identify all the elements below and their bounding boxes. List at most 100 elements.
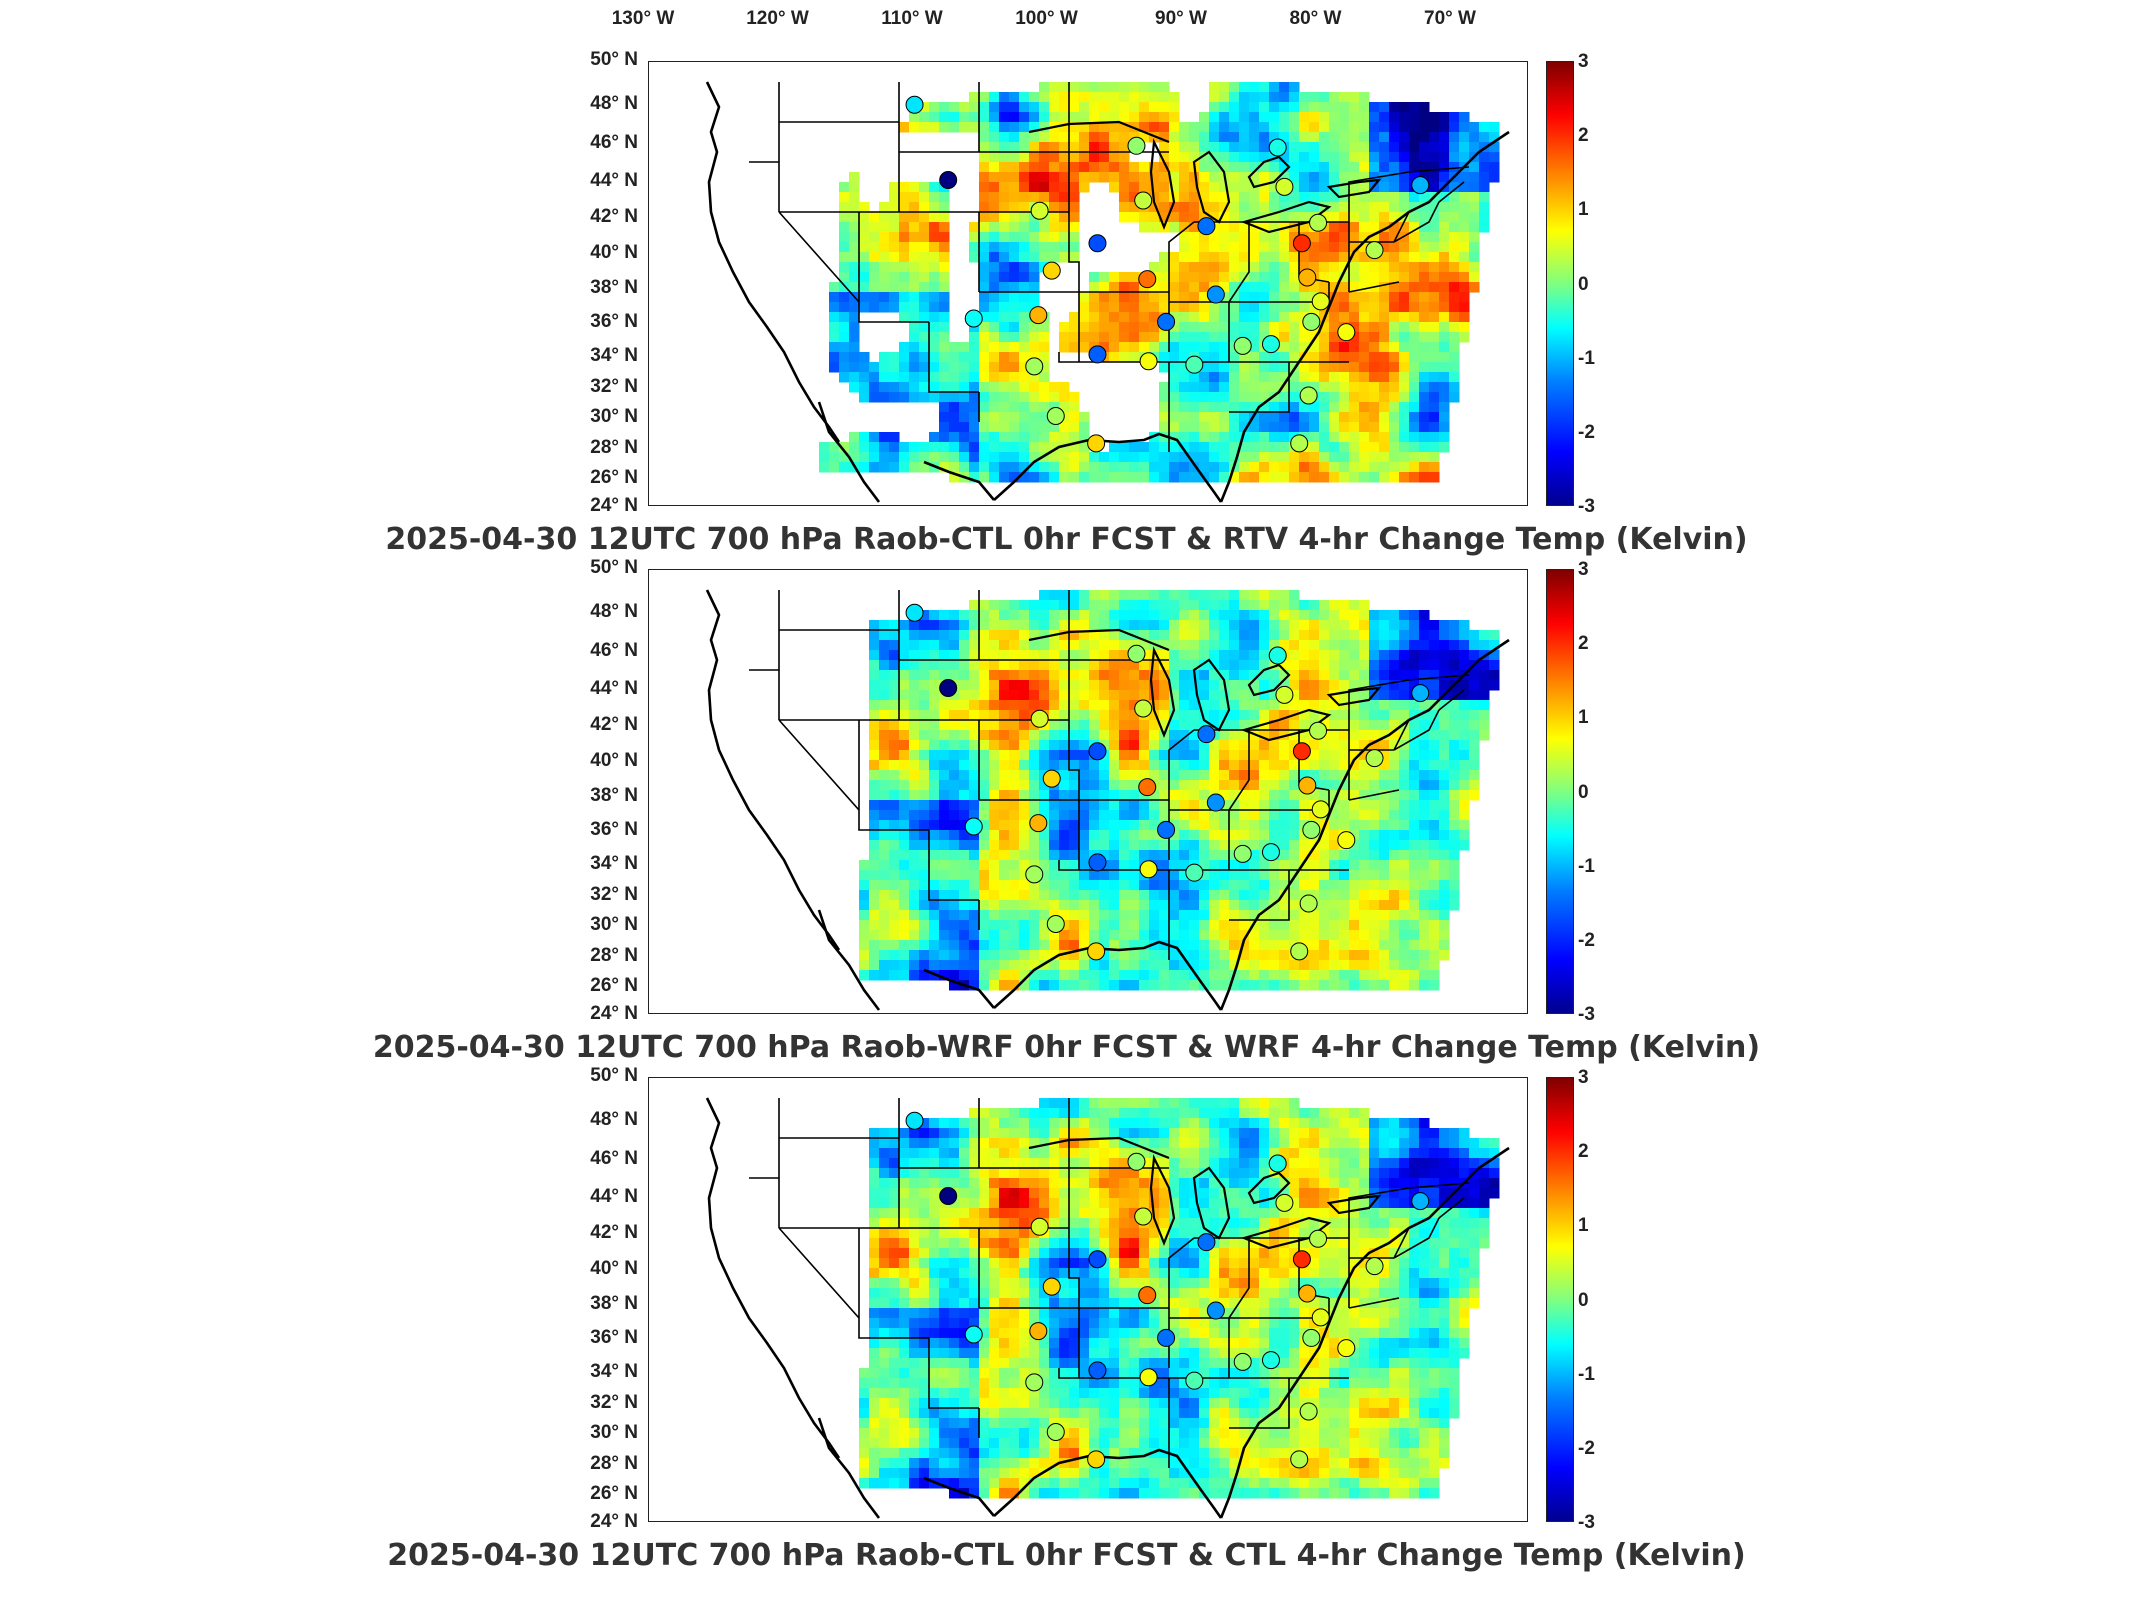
lat-tick-label: 36° N: [590, 1327, 638, 1348]
raob-station-marker: [939, 1186, 958, 1205]
raob-station-marker: [1088, 742, 1107, 761]
lat-tick-label: 24° N: [590, 495, 638, 516]
colorbar-2: [1546, 569, 1574, 1014]
colorbar-tick: -2: [1578, 1437, 1595, 1459]
raob-station-marker: [1261, 1351, 1280, 1370]
raob-station-marker: [1290, 1450, 1309, 1469]
colorbar-tick: 3: [1578, 51, 1589, 72]
temperature-map-1: [705, 81, 1510, 503]
raob-station-marker: [1088, 1250, 1107, 1269]
map-panel-2: [648, 569, 1528, 1014]
raob-station-marker: [1042, 1277, 1061, 1296]
colorbar-tick: 0: [1578, 781, 1589, 803]
raob-station-marker: [1042, 261, 1061, 280]
panel-title-2: 2025-04-30 12UTC 700 hPa Raob-WRF 0hr FC…: [372, 1030, 1761, 1065]
raob-station-marker: [1365, 241, 1384, 260]
raob-station-marker: [1302, 1328, 1321, 1347]
colorbar-tick: 0: [1578, 1289, 1589, 1311]
raob-station-marker: [1309, 1229, 1328, 1248]
lat-tick-label: 40° N: [590, 242, 638, 263]
lon-tick-label: 110° W: [881, 8, 943, 29]
raob-station-marker: [905, 95, 924, 114]
raob-station-marker: [964, 1325, 983, 1344]
raob-station-marker: [1365, 749, 1384, 768]
raob-station-marker: [1302, 312, 1321, 331]
raob-station-marker: [1088, 1361, 1107, 1380]
raob-station-marker: [1138, 1286, 1157, 1305]
lat-tick-label: 30° N: [590, 1422, 638, 1443]
raob-station-marker: [939, 170, 958, 189]
raob-station-marker: [1197, 725, 1216, 744]
raob-station-marker: [1087, 942, 1106, 961]
lat-tick-label: 34° N: [590, 1361, 638, 1382]
map-panel-1: [648, 61, 1528, 506]
lat-tick-label: 50° N: [590, 1065, 638, 1086]
raob-station-marker: [1337, 1339, 1356, 1358]
lat-tick-label: 32° N: [590, 376, 638, 397]
coastline: [705, 81, 1510, 503]
colorbar-tick: -1: [1578, 1363, 1595, 1385]
raob-station-marker: [1157, 1328, 1176, 1347]
panel-title-1: 2025-04-30 12UTC 700 hPa Raob-CTL 0hr FC…: [385, 522, 1748, 557]
raob-station-marker: [1134, 699, 1153, 718]
raob-station-marker: [1134, 1207, 1153, 1226]
temperature-map-3: [705, 1097, 1510, 1519]
lat-tick-label: 46° N: [590, 1148, 638, 1169]
raob-station-marker: [1299, 894, 1318, 913]
raob-station-marker: [1233, 336, 1252, 355]
raob-station-marker: [1411, 684, 1430, 703]
raob-station-marker: [1275, 1193, 1294, 1212]
colorbar-tick: 2: [1578, 125, 1589, 147]
raob-station-marker: [1088, 853, 1107, 872]
lat-tick-label: 48° N: [590, 1109, 638, 1130]
raob-station-marker: [1268, 138, 1287, 157]
lon-tick-label: 90° W: [1155, 8, 1207, 29]
raob-station-marker: [1299, 1402, 1318, 1421]
raob-station-marker: [1134, 191, 1153, 210]
colorbar-3: [1546, 1077, 1574, 1522]
lat-tick-label: 28° N: [590, 945, 638, 966]
raob-station-marker: [1261, 843, 1280, 862]
raob-station-marker: [1127, 136, 1146, 155]
raob-station-marker: [1337, 323, 1356, 342]
lat-tick-label: 42° N: [590, 206, 638, 227]
raob-station-marker: [1185, 355, 1204, 374]
raob-station-marker: [964, 817, 983, 836]
raob-station-marker: [1275, 177, 1294, 196]
raob-station-marker: [1309, 213, 1328, 232]
lat-tick-label: 44° N: [590, 170, 638, 191]
raob-station-marker: [1268, 1154, 1287, 1173]
lon-tick-label: 130° W: [611, 8, 675, 29]
lat-tick-label: 44° N: [590, 678, 638, 699]
colorbar-1: [1546, 61, 1574, 506]
raob-station-marker: [964, 309, 983, 328]
raob-station-marker: [1025, 357, 1044, 376]
raob-station-marker: [1138, 270, 1157, 289]
raob-station-marker: [1365, 1257, 1384, 1276]
lat-tick-label: 48° N: [590, 93, 638, 114]
raob-station-marker: [1311, 1308, 1330, 1327]
raob-station-marker: [1030, 1217, 1049, 1236]
colorbar-tick: 1: [1578, 1215, 1589, 1237]
lat-tick-label: 46° N: [590, 640, 638, 661]
raob-station-marker: [1311, 292, 1330, 311]
raob-station-marker: [905, 1111, 924, 1130]
raob-station-marker: [1088, 234, 1107, 253]
colorbar-tick: -3: [1578, 1512, 1595, 1533]
raob-station-marker: [1157, 312, 1176, 331]
lat-tick-label: 38° N: [590, 1293, 638, 1314]
raob-station-marker: [1233, 844, 1252, 863]
raob-station-marker: [1309, 721, 1328, 740]
lat-tick-label: 42° N: [590, 714, 638, 735]
raob-station-marker: [1292, 234, 1311, 253]
lon-tick-label: 120° W: [746, 8, 809, 29]
raob-station-marker: [1311, 800, 1330, 819]
map-panel-3: [648, 1077, 1528, 1522]
coastline: [705, 1097, 1510, 1519]
raob-station-marker: [1139, 860, 1158, 879]
raob-station-marker: [1298, 1284, 1317, 1303]
raob-station-marker: [1025, 1373, 1044, 1392]
raob-station-marker: [1088, 345, 1107, 364]
raob-station-marker: [1139, 352, 1158, 371]
raob-station-marker: [1139, 1368, 1158, 1387]
